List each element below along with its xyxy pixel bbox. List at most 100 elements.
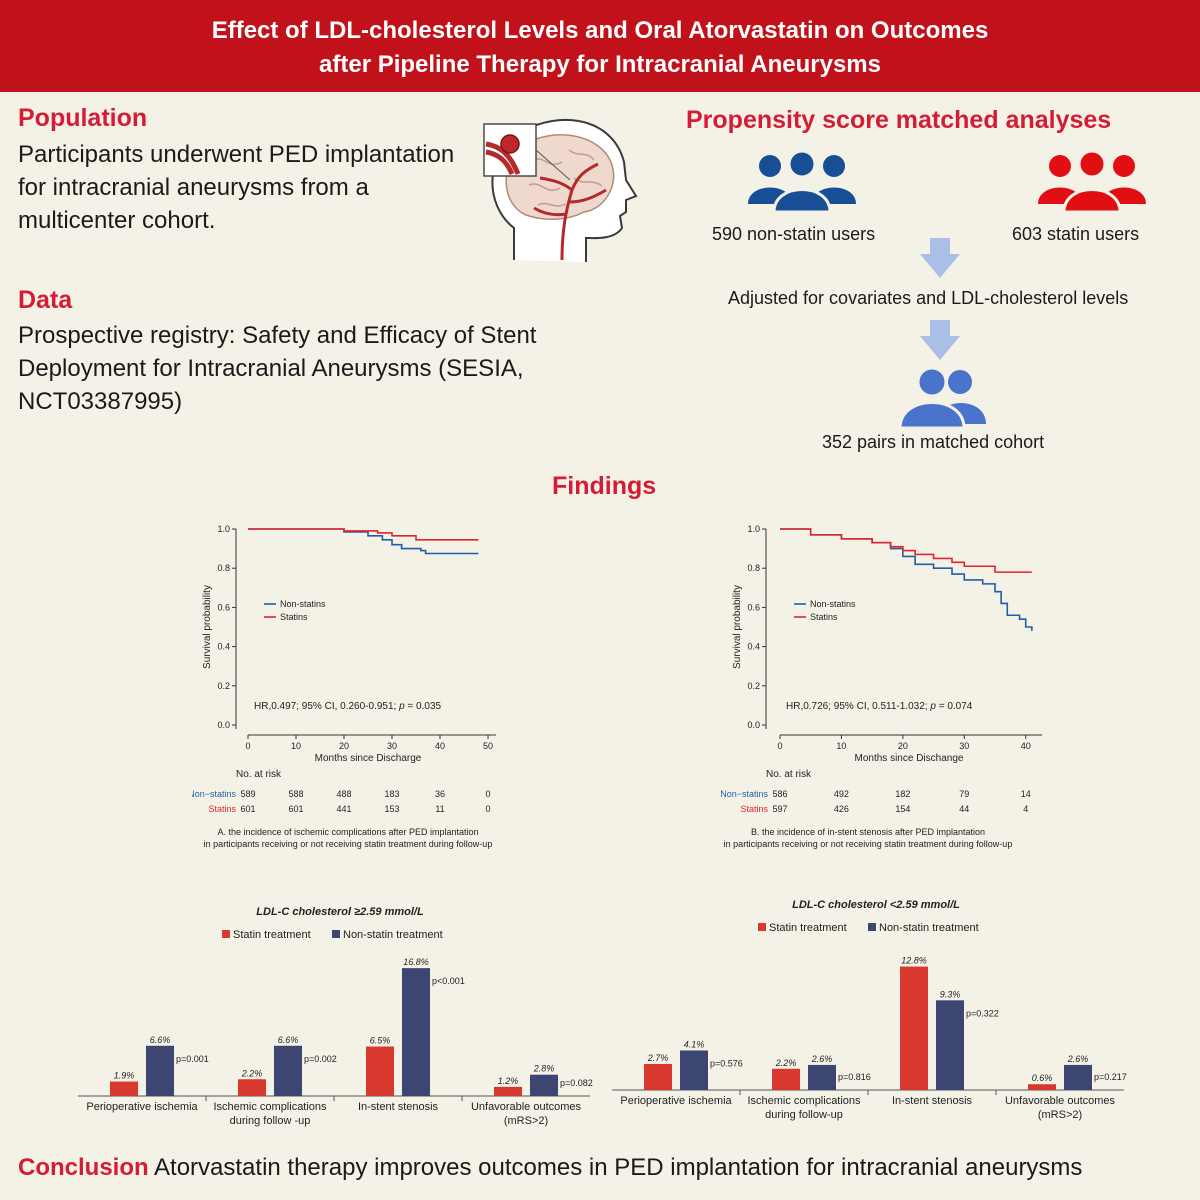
- y-tick-label: 0.6: [747, 602, 760, 612]
- x-tick-label: 20: [898, 741, 908, 751]
- p-value-label: p<0.001: [432, 976, 465, 986]
- y-tick-label: 0.4: [747, 642, 760, 652]
- bar-chart-ldl-low: LDL-C cholesterol <2.59 mmol/L Statin tre…: [612, 899, 1127, 1121]
- risk-value: 601: [288, 804, 303, 814]
- bar-value-label: 9.3%: [940, 989, 961, 999]
- y-tick-label: 0.2: [747, 681, 760, 691]
- risk-value: 0: [485, 804, 490, 814]
- hr-stat-text: HR,0.497; 95% CI, 0.260-0.951; p = 0.035: [254, 701, 442, 712]
- y-tick-label: 0.0: [217, 720, 230, 730]
- bar-chart-ldl-high: LDL-C cholesterol ≥2.59 mmol/L Statin tre…: [78, 906, 593, 1127]
- category-label: during follow-up: [765, 1109, 843, 1121]
- category-label: Ischemic complications: [213, 1101, 327, 1113]
- risk-value: 182: [895, 789, 910, 799]
- non-statin-users-label: 590 non-statin users: [712, 224, 876, 244]
- p-value-label: p=0.576: [710, 1058, 743, 1068]
- y-tick-label: 0.6: [217, 602, 230, 612]
- legend-swatch: [222, 930, 230, 938]
- risk-value: 597: [772, 804, 787, 814]
- bar-value-label: 2.2%: [775, 1058, 797, 1068]
- conclusion-label: Conclusion: [18, 1154, 149, 1181]
- y-tick-label: 0.0: [747, 720, 760, 730]
- banner-line-2: after Pipeline Therapy for Intracranial …: [319, 51, 881, 78]
- data-heading: Data: [18, 286, 73, 314]
- bar-value-label: 0.6%: [1032, 1073, 1053, 1083]
- brain-illustration: [483, 118, 638, 262]
- km-chart-in-stent-stenosis: 0.0 0.2 0.4 0.6 0.8 1.0 0 10 20 30 40 Months since …: [720, 524, 1042, 849]
- p-value-label: p=0.082: [560, 1078, 593, 1088]
- p-value-label: p=0.322: [966, 1008, 999, 1018]
- risk-value: 589: [240, 789, 255, 799]
- bar-chart-title: LDL-C cholesterol ≥2.59 mmol/L: [256, 906, 424, 918]
- risk-value: 14: [1021, 789, 1031, 799]
- risk-value: 36: [435, 789, 445, 799]
- x-tick-label: 50: [483, 741, 493, 751]
- p-label: p: [929, 701, 936, 712]
- bar-non-statin: [936, 1000, 964, 1090]
- y-tick-label: 0.8: [217, 563, 230, 573]
- risk-value: 4: [1023, 804, 1028, 814]
- legend-label: Non-statin treatment: [343, 929, 443, 941]
- down-arrow-icon: [920, 320, 960, 360]
- p-value: = 0.074: [936, 701, 973, 712]
- risk-value: 0: [485, 789, 490, 799]
- bar-statin: [238, 1079, 266, 1096]
- bar-value-label: 2.6%: [811, 1054, 833, 1064]
- risk-value: 488: [336, 789, 351, 799]
- legend-label: Statins: [280, 612, 308, 622]
- statin-users-label: 603 statin users: [1012, 224, 1140, 244]
- p-value-label: p=0.002: [304, 1054, 337, 1064]
- risk-value: 601: [240, 804, 255, 814]
- bar-non-statin: [274, 1045, 302, 1096]
- population-text: Participants underwent PED implantation …: [18, 141, 455, 234]
- risk-value: 426: [834, 804, 849, 814]
- down-arrow-icon: [920, 238, 960, 278]
- category-label: In-stent stenosis: [892, 1095, 973, 1107]
- p-value-label: p=0.816: [838, 1072, 871, 1082]
- x-tick-label: 0: [245, 741, 250, 751]
- legend-label: Statin treatment: [233, 929, 311, 941]
- banner-line-1: Effect of LDL-cholesterol Levels and Ora…: [211, 17, 989, 44]
- risk-value: 11: [435, 804, 444, 814]
- y-tick-label: 0.2: [217, 681, 230, 691]
- x-axis-label: Months since Dischange: [855, 753, 964, 764]
- risk-row-label: Non−statins: [192, 789, 236, 799]
- bar-value-label: 1.9%: [114, 1071, 135, 1081]
- bar-non-statin: [1064, 1064, 1092, 1090]
- risk-value: 154: [895, 804, 910, 814]
- bar-non-statin: [808, 1064, 836, 1090]
- x-tick-label: 30: [387, 741, 397, 751]
- bar-value-label: 6.6%: [150, 1035, 171, 1045]
- risk-value: 44: [959, 804, 969, 814]
- risk-row-label: Statins: [208, 804, 236, 814]
- p-value-label: p=0.217: [1094, 1072, 1127, 1082]
- risk-value: 183: [384, 789, 399, 799]
- title-banner: Effect of LDL-cholesterol Levels and Ora…: [0, 0, 1200, 92]
- x-axis-label: Months since Discharge: [315, 753, 422, 764]
- propensity-heading: Propensity score matched analyses: [686, 106, 1112, 134]
- x-tick-label: 10: [291, 741, 301, 751]
- risk-row-label: Statins: [740, 804, 768, 814]
- y-tick-label: 1.0: [217, 524, 230, 534]
- category-label: Ischemic complications: [747, 1095, 861, 1107]
- legend-swatch: [758, 923, 766, 931]
- risk-value: 441: [336, 804, 351, 814]
- legend-label: Non-statins: [280, 599, 326, 609]
- bar-statin: [494, 1086, 522, 1096]
- conclusion: Conclusion Atorvastatin therapy improves…: [18, 1154, 1082, 1182]
- statin-users-icon: [1038, 152, 1146, 214]
- y-axis-label: Survival probability: [732, 585, 743, 669]
- bar-value-label: 2.7%: [647, 1053, 669, 1063]
- x-tick-label: 40: [1021, 741, 1031, 751]
- legend-swatch: [868, 923, 876, 931]
- category-label: Perioperative ischemia: [620, 1095, 732, 1107]
- x-tick-label: 30: [959, 741, 969, 751]
- legend-label: Statin treatment: [769, 922, 847, 934]
- x-tick-label: 0: [777, 741, 782, 751]
- km-chart-ischemic-complications: 0.0 0.2 0.4 0.6 0.8 1.0 0 10 20 30 40 50 Months sinc…: [192, 524, 496, 849]
- bar-non-statin: [146, 1045, 174, 1096]
- bar-statin: [900, 966, 928, 1090]
- p-value-label: p=0.001: [176, 1054, 209, 1064]
- legend-label: Non-statins: [810, 599, 856, 609]
- x-tick-label: 20: [339, 741, 349, 751]
